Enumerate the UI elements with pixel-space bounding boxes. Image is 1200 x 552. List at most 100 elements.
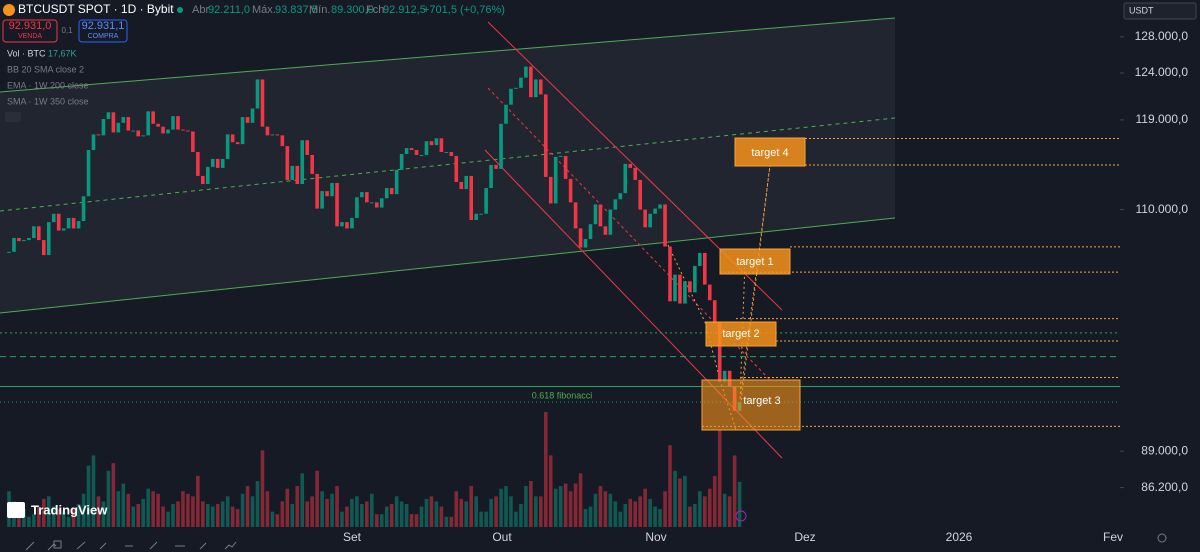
volume-bar <box>260 450 265 527</box>
sell-price: 92.931,0 <box>9 20 52 32</box>
target-label: target 2 <box>722 328 759 340</box>
volume-bar <box>191 496 195 527</box>
candle <box>563 155 568 179</box>
event-icon[interactable] <box>735 510 747 522</box>
price-tick-label: 89.000,0 <box>1141 443 1188 457</box>
collapse-button[interactable] <box>5 112 21 122</box>
candle <box>529 66 533 98</box>
target-box <box>719 248 791 275</box>
targets: target 4 target 1 target 2 target 3 0.61… <box>532 137 806 431</box>
volume-bar <box>176 501 180 527</box>
candle <box>285 146 290 180</box>
time-tick-label: Dez <box>794 530 815 544</box>
volume-bar <box>553 488 558 527</box>
volume-bar <box>345 506 349 527</box>
volume-bar <box>389 504 394 527</box>
buy-button[interactable] <box>78 19 128 43</box>
volume-bar <box>220 501 225 527</box>
volume-bar <box>573 483 578 527</box>
candle <box>573 202 578 229</box>
volume-bar <box>653 506 657 527</box>
candle <box>504 104 508 124</box>
volume-bar <box>727 496 732 527</box>
volume-bar <box>141 498 145 527</box>
target-box <box>734 137 806 167</box>
candle <box>459 181 464 190</box>
volume-bar <box>265 491 270 527</box>
candle <box>384 188 389 199</box>
candle <box>41 240 46 256</box>
volume-bar <box>484 511 488 527</box>
volume-bar <box>51 506 56 527</box>
volume-bar <box>280 501 285 527</box>
symbol: BTCUSDT SPOT · 1D · Bybit <box>18 2 174 16</box>
candle <box>230 134 235 143</box>
candle <box>648 213 652 228</box>
candle <box>151 111 155 124</box>
candle <box>454 155 459 182</box>
candle <box>683 281 687 304</box>
currency-select[interactable] <box>1123 2 1197 20</box>
volume-bar <box>424 498 429 527</box>
tool-icon[interactable] <box>53 540 62 549</box>
candle <box>141 135 145 137</box>
candle <box>628 163 633 168</box>
candle <box>588 224 593 240</box>
volume-bar <box>737 481 742 527</box>
candle <box>330 182 334 197</box>
volume-bar <box>171 504 175 527</box>
volume-bar <box>593 493 598 527</box>
buy-label: COMPRA <box>88 33 119 40</box>
tool-icon[interactable] <box>76 541 237 550</box>
volume-bar <box>22 509 26 527</box>
sell-label: VENDA <box>18 33 42 40</box>
time-tick-label: Set <box>343 530 362 544</box>
volume-bar <box>409 514 414 527</box>
ohlc-label: Abr <box>192 4 209 16</box>
volume-bar <box>121 483 126 527</box>
volume-bar <box>698 491 702 527</box>
indicator: BB 20 SMA close 2 <box>7 64 84 74</box>
volume-bar <box>181 491 185 527</box>
settings-icon[interactable] <box>1157 533 1167 543</box>
volume-bar <box>538 496 543 527</box>
candle <box>51 213 56 223</box>
volume-bar <box>673 470 677 527</box>
volume-bar <box>404 504 409 527</box>
candle <box>275 134 280 136</box>
candle <box>131 130 136 132</box>
volume-bar <box>350 498 354 527</box>
candle <box>494 164 498 169</box>
candle <box>71 217 76 229</box>
time-tick-label: Nov <box>645 530 666 544</box>
volume-bar <box>479 511 483 527</box>
candle <box>603 226 608 235</box>
candle <box>668 246 672 302</box>
candle <box>479 213 483 215</box>
candle <box>81 196 86 222</box>
price-tick-label: 124.000,0 <box>1135 65 1189 79</box>
candle <box>101 118 106 136</box>
volume-label: Vol · BTC <box>7 48 46 58</box>
candle <box>355 197 359 218</box>
volume-bar <box>509 496 513 527</box>
volume-bar <box>732 455 737 527</box>
volume-bar <box>335 486 339 527</box>
volume-bar <box>663 491 667 527</box>
target-label: target 3 <box>743 395 780 407</box>
volume-bar <box>608 493 613 527</box>
candle <box>250 108 255 123</box>
sell-button[interactable] <box>2 19 58 43</box>
volume-bar <box>71 509 76 527</box>
volume-bar <box>61 511 66 527</box>
candle <box>583 239 588 248</box>
volume-bar <box>41 498 46 527</box>
candle <box>578 228 583 248</box>
volume-bar <box>330 493 334 527</box>
volume-bar <box>683 475 687 527</box>
candle <box>414 150 419 155</box>
candle <box>434 138 439 146</box>
candle <box>191 131 195 153</box>
candle <box>201 175 205 184</box>
